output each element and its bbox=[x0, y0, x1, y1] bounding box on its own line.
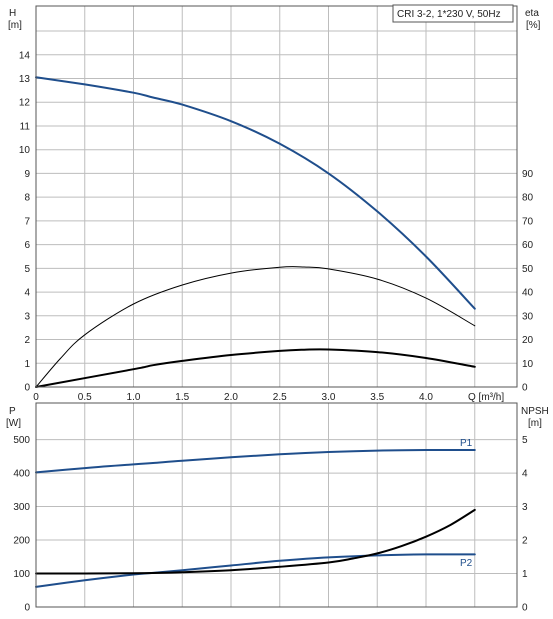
left-axis-label-line2: [m] bbox=[8, 20, 22, 31]
power-axis-label-line2: [W] bbox=[6, 418, 21, 429]
y-tick-label-left: 14 bbox=[19, 50, 31, 61]
y-tick-label-left: 0 bbox=[24, 383, 30, 394]
y-tick-label-right: 70 bbox=[522, 216, 534, 227]
x-tick-label: 3.0 bbox=[322, 392, 336, 403]
power-axis-label-line1: P bbox=[9, 406, 16, 417]
y-tick-label-left: 100 bbox=[13, 569, 30, 580]
series-line-0-2 bbox=[35, 348, 476, 388]
y-tick-label-left: 2 bbox=[24, 335, 30, 346]
y-tick-label-right: 0 bbox=[522, 603, 528, 614]
y-tick-label-right: 90 bbox=[522, 169, 534, 180]
y-tick-label-right: 5 bbox=[522, 435, 528, 446]
y-tick-label-left: 7 bbox=[24, 216, 30, 227]
x-tick-label: 0 bbox=[33, 392, 39, 403]
y-tick-label-left: 10 bbox=[19, 145, 31, 156]
y-tick-label-right: 10 bbox=[522, 359, 534, 370]
y-tick-label-left: 1 bbox=[24, 359, 30, 370]
y-tick-label-right: 0 bbox=[522, 383, 528, 394]
y-tick-label-left: 200 bbox=[13, 536, 30, 547]
x-tick-label: 1.5 bbox=[175, 392, 189, 403]
y-tick-label-left: 3 bbox=[24, 311, 30, 322]
series-label-p1: P1 bbox=[460, 438, 473, 449]
y-tick-label-left: 300 bbox=[13, 502, 30, 513]
x-tick-label: 2.5 bbox=[273, 392, 287, 403]
series-line-0-0 bbox=[35, 76, 476, 310]
x-tick-label: 1.0 bbox=[127, 392, 141, 403]
y-tick-label-left: 12 bbox=[19, 98, 31, 109]
plot-frame-0 bbox=[35, 5, 518, 388]
series-line-1-0 bbox=[35, 448, 476, 474]
y-tick-label-right: 80 bbox=[522, 193, 534, 204]
y-tick-label-right: 40 bbox=[522, 288, 534, 299]
x-tick-label: 0.5 bbox=[78, 392, 92, 403]
left-axis-label-line1: H bbox=[9, 8, 16, 19]
y-tick-label-left: 8 bbox=[24, 193, 30, 204]
y-tick-label-left: 500 bbox=[13, 435, 30, 446]
x-tick-label: 3.5 bbox=[370, 392, 384, 403]
y-tick-label-right: 20 bbox=[522, 335, 534, 346]
npsh-axis-label-line1: NPSH bbox=[521, 406, 549, 417]
y-tick-label-right: 3 bbox=[522, 502, 528, 513]
right-axis-label-line1: eta bbox=[525, 8, 539, 19]
series-label-p2: P2 bbox=[460, 558, 473, 569]
y-tick-label-left: 9 bbox=[24, 169, 30, 180]
chart-title-box bbox=[392, 4, 514, 23]
x-tick-label: 2.0 bbox=[224, 392, 238, 403]
right-axis-label-line2: [%] bbox=[526, 20, 541, 31]
y-tick-label-left: 0 bbox=[24, 603, 30, 614]
series-line-1-1 bbox=[35, 553, 476, 588]
y-tick-label-right: 1 bbox=[522, 569, 528, 580]
y-tick-label-left: 6 bbox=[24, 240, 30, 251]
y-tick-label-left: 5 bbox=[24, 264, 30, 275]
npsh-axis-label-line2: [m] bbox=[528, 418, 542, 429]
chart-title: CRI 3-2, 1*230 V, 50Hz bbox=[397, 9, 501, 20]
y-tick-label-right: 30 bbox=[522, 311, 534, 322]
y-tick-label-left: 4 bbox=[24, 288, 30, 299]
y-tick-label-right: 50 bbox=[522, 264, 534, 275]
plot-frame-1 bbox=[35, 402, 518, 608]
y-tick-label-left: 11 bbox=[20, 121, 31, 132]
series-line-0-1 bbox=[35, 266, 476, 388]
x-tick-label: 4.0 bbox=[419, 392, 433, 403]
x-axis-label: Q [m³/h] bbox=[468, 392, 504, 403]
y-tick-label-left: 13 bbox=[19, 74, 31, 85]
series-line-1-2 bbox=[35, 508, 476, 575]
y-tick-label-right: 4 bbox=[522, 469, 528, 480]
y-tick-label-right: 2 bbox=[522, 536, 528, 547]
y-tick-label-left: 400 bbox=[13, 469, 30, 480]
y-tick-label-right: 60 bbox=[522, 240, 534, 251]
